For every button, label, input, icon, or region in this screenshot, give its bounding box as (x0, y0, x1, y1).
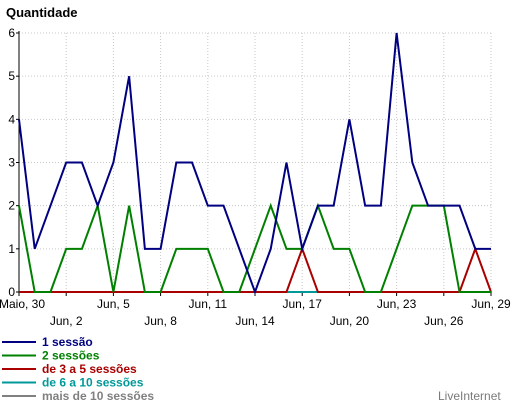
x-tick-label: Jun, 23 (377, 297, 417, 311)
legend-label: mais de 10 sessões (42, 389, 154, 403)
y-tick-label: 3 (8, 156, 15, 170)
y-tick-label: 5 (8, 69, 15, 83)
series-line-1-sessao (18, 32, 491, 295)
legend-label: de 6 a 10 sessões (42, 376, 144, 390)
y-tick-label: 6 (8, 26, 15, 40)
series-lines (18, 32, 492, 295)
x-tick-label: Jun, 14 (235, 314, 275, 328)
x-tick-label: Jun, 11 (189, 297, 228, 311)
y-tick-label: 0 (8, 285, 15, 299)
x-tick-label: Jun, 29 (471, 297, 511, 311)
x-tick-label: Jun, 8 (144, 314, 177, 328)
y-axis-title: Quantidade (6, 5, 78, 20)
legend-label: 1 sessão (42, 335, 93, 349)
y-tick-label: 1 (8, 242, 15, 256)
liveinternet-brand: LiveInternet (438, 389, 501, 403)
x-tick-label: Jun, 5 (97, 297, 130, 311)
x-tick-label: Jun, 26 (424, 314, 464, 328)
x-tick-label: Jun, 17 (283, 297, 323, 311)
x-tick-label: Jun, 2 (50, 314, 83, 328)
y-tick-label: 4 (8, 112, 15, 126)
axes: 0 1 2 3 4 5 6 Maio, 30 Jun, 2 Jun, 5 Jun, 8 Jun, 11… (0, 26, 511, 328)
grid (18, 32, 492, 292)
y-tick-label: 2 (8, 199, 15, 213)
x-tick-label: Maio, 30 (0, 297, 45, 311)
x-tick-label: Jun, 20 (330, 314, 370, 328)
legend-label: de 3 a 5 sessões (42, 362, 137, 376)
legend-label: 2 sessões (42, 349, 100, 363)
